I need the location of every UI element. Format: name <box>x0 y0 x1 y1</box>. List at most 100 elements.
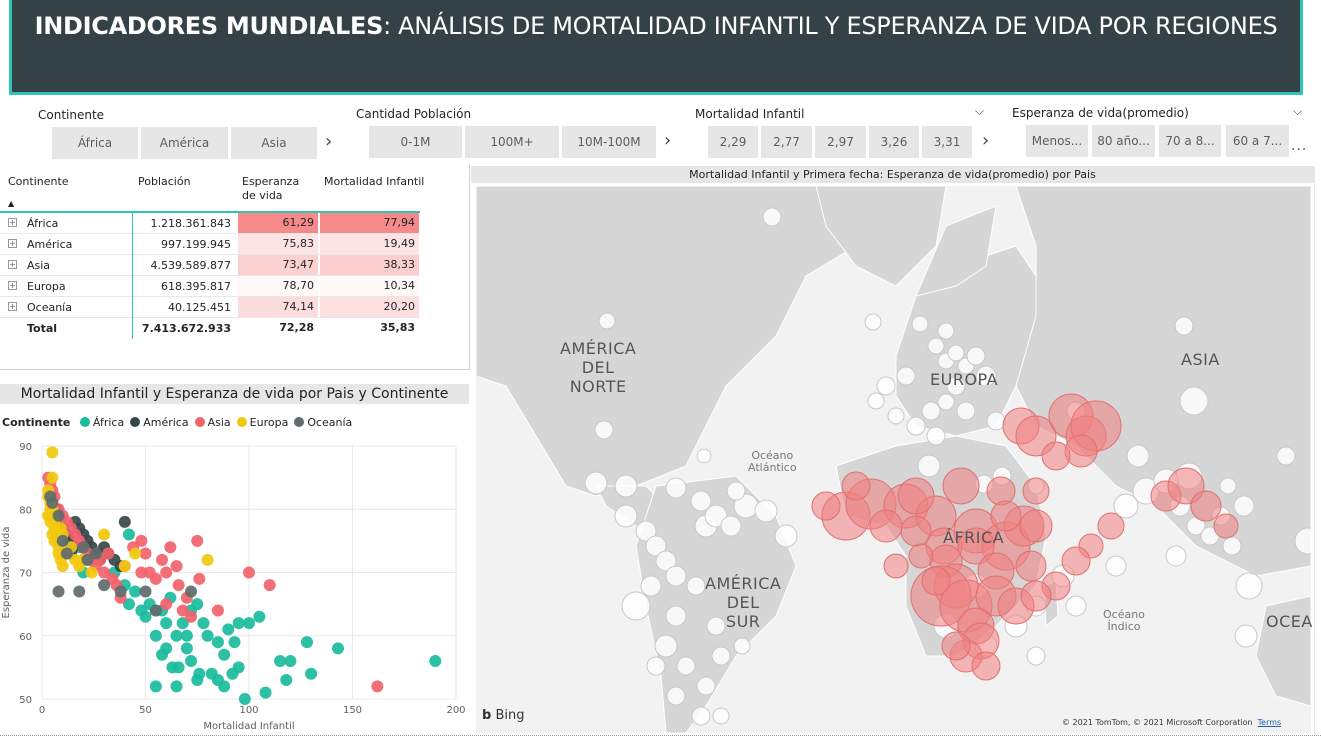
table-row[interactable]: + Asia 4.539.589.877 73,47 38,33 <box>0 255 420 276</box>
data-point[interactable] <box>98 566 111 579</box>
data-point[interactable] <box>52 509 65 522</box>
data-point[interactable] <box>122 528 135 541</box>
data-point[interactable] <box>135 534 148 547</box>
data-point[interactable] <box>201 629 214 642</box>
chevron-down-icon[interactable]: ⌵ <box>975 104 985 118</box>
data-point[interactable] <box>56 560 69 573</box>
data-point[interactable] <box>98 579 111 592</box>
data-point[interactable] <box>46 471 59 484</box>
table-row[interactable]: + África 1.218.361.843 61,29 77,94 <box>0 213 420 234</box>
slicer-chip-0-1m[interactable]: 0-1M <box>369 126 462 158</box>
data-point[interactable] <box>176 604 189 617</box>
data-point[interactable] <box>211 636 224 649</box>
data-point[interactable] <box>89 547 102 560</box>
expand-icon[interactable]: + <box>8 239 17 248</box>
data-point[interactable] <box>156 648 169 661</box>
data-point[interactable] <box>73 585 86 598</box>
data-point[interactable] <box>160 598 173 611</box>
slicer-chip-mort-1[interactable]: 2,29 <box>708 126 758 158</box>
data-point[interactable] <box>139 610 152 623</box>
data-point[interactable] <box>118 515 131 528</box>
data-point[interactable] <box>139 547 152 560</box>
data-point[interactable] <box>191 598 204 611</box>
data-point[interactable] <box>170 629 183 642</box>
data-point[interactable] <box>170 680 183 693</box>
data-point[interactable] <box>122 598 135 611</box>
data-point[interactable] <box>259 686 272 699</box>
table-row[interactable]: + Oceanía 40.125.451 74,14 20,20 <box>0 297 420 318</box>
slicer-chip-100m-plus[interactable]: 100M+ <box>465 126 559 158</box>
data-point[interactable] <box>429 655 442 668</box>
expand-icon[interactable]: + <box>8 302 17 311</box>
data-point[interactable] <box>180 629 193 642</box>
more-options-icon[interactable]: ... <box>1291 138 1308 154</box>
data-point[interactable] <box>218 680 231 693</box>
legend-item[interactable]: África <box>78 416 124 429</box>
expand-icon[interactable]: + <box>8 281 17 290</box>
chevron-down-icon[interactable]: ⌵ <box>1293 104 1303 118</box>
sort-ascending-icon[interactable]: ▲ <box>8 199 15 208</box>
data-point[interactable] <box>191 534 204 547</box>
data-point[interactable] <box>160 617 173 630</box>
slicer-chip-esp-2[interactable]: 80 año... <box>1092 125 1155 157</box>
slicer-chip-mort-4[interactable]: 3,26 <box>869 126 919 158</box>
data-point[interactable] <box>139 585 152 598</box>
data-point[interactable] <box>149 680 162 693</box>
col-header-esperanza[interactable]: Esperanza de vida <box>242 175 300 202</box>
col-header-continente[interactable]: Continente <box>8 175 69 188</box>
data-point[interactable] <box>263 579 276 592</box>
slicer-chip-asia[interactable]: Asia <box>231 127 317 159</box>
data-point[interactable] <box>197 617 210 630</box>
data-point[interactable] <box>253 610 266 623</box>
data-point[interactable] <box>118 560 131 573</box>
data-point[interactable] <box>81 553 94 566</box>
data-point[interactable] <box>232 617 245 630</box>
data-point[interactable] <box>46 446 59 459</box>
data-point[interactable] <box>280 674 293 687</box>
slicer-chip-mort-5[interactable]: 3,31 <box>922 126 972 158</box>
col-header-mortalidad[interactable]: Mortalidad Infantil <box>324 175 425 188</box>
data-point[interactable] <box>135 566 148 579</box>
chevron-right-icon[interactable]: › <box>325 131 333 152</box>
data-point[interactable] <box>56 534 69 547</box>
slicer-chip-mort-3[interactable]: 2,97 <box>815 126 866 158</box>
data-point[interactable] <box>238 693 251 705</box>
data-point[interactable] <box>274 655 287 668</box>
data-point[interactable] <box>114 585 127 598</box>
data-point[interactable] <box>193 572 206 585</box>
data-point[interactable] <box>102 547 115 560</box>
data-point[interactable] <box>170 560 183 573</box>
data-point[interactable] <box>176 617 189 630</box>
data-point[interactable] <box>371 680 384 693</box>
slicer-chip-10m-100m[interactable]: 10M-100M <box>562 126 656 158</box>
slicer-chip-mort-2[interactable]: 2,77 <box>761 126 812 158</box>
data-point[interactable] <box>243 566 255 579</box>
legend-item[interactable]: Europa <box>235 416 288 429</box>
data-point[interactable] <box>44 515 57 528</box>
legend-item[interactable]: Asia <box>193 416 231 429</box>
bubble-map[interactable] <box>476 186 1311 733</box>
data-point[interactable] <box>332 642 345 655</box>
data-point[interactable] <box>222 623 235 636</box>
data-point[interactable] <box>300 636 313 649</box>
data-point[interactable] <box>46 496 59 509</box>
data-point[interactable] <box>164 541 177 554</box>
data-point[interactable] <box>180 642 193 655</box>
data-point[interactable] <box>228 636 241 649</box>
expand-icon[interactable]: + <box>8 260 17 269</box>
data-point[interactable] <box>218 648 231 661</box>
data-point[interactable] <box>129 547 142 560</box>
data-point[interactable] <box>129 585 142 598</box>
data-point[interactable] <box>201 553 214 566</box>
data-point[interactable] <box>156 553 169 566</box>
data-point[interactable] <box>185 610 198 623</box>
chevron-right-icon[interactable]: › <box>982 130 990 151</box>
expand-icon[interactable]: + <box>8 218 17 227</box>
data-point[interactable] <box>160 566 173 579</box>
data-point[interactable] <box>52 585 65 598</box>
table-row[interactable]: + Europa 618.395.817 78,70 10,34 <box>0 276 420 297</box>
data-point[interactable] <box>305 667 318 680</box>
terms-link[interactable]: Terms <box>1257 718 1282 727</box>
data-point[interactable] <box>149 604 162 617</box>
data-point[interactable] <box>172 661 185 674</box>
